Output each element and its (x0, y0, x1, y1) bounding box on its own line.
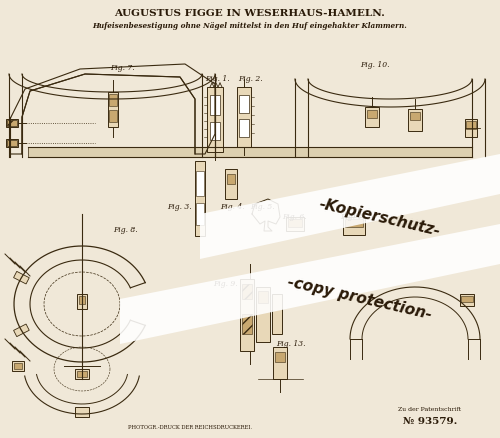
Bar (465, 120, 477, 138)
Bar (239, 96, 249, 114)
Text: Fig. 4.: Fig. 4. (220, 202, 244, 211)
Bar (273, 347, 287, 379)
Bar (79, 297, 85, 304)
Bar (28, 148, 472, 158)
Polygon shape (120, 225, 500, 344)
Bar (77, 294, 87, 309)
Bar (275, 352, 285, 362)
Bar (210, 123, 220, 141)
Text: Fig. 10.: Fig. 10. (360, 61, 390, 69)
Polygon shape (14, 324, 29, 337)
Bar (242, 314, 252, 334)
Bar (75, 407, 89, 417)
Text: Fig. 1.: Fig. 1. (205, 75, 230, 83)
Bar (237, 88, 251, 148)
Text: Zu der Patentschrift: Zu der Patentschrift (398, 406, 462, 412)
Bar (14, 363, 22, 369)
Bar (239, 120, 249, 138)
Text: Fig. 3.: Fig. 3. (167, 202, 192, 211)
Bar (466, 122, 476, 130)
Bar (345, 219, 363, 227)
Bar (210, 96, 220, 116)
Text: Fig. 8.: Fig. 8. (113, 226, 138, 233)
Bar (196, 172, 204, 197)
Bar (196, 204, 204, 226)
Bar (365, 108, 379, 128)
Bar (460, 294, 474, 306)
Bar (108, 93, 118, 128)
Bar (12, 361, 24, 371)
Text: -copy protection-: -copy protection- (286, 273, 434, 321)
Bar (227, 175, 235, 184)
Polygon shape (200, 155, 500, 259)
Bar (195, 162, 205, 237)
Text: Fig. 9.: Fig. 9. (213, 279, 238, 287)
Text: -Kopierschutz-: -Kopierschutz- (318, 196, 442, 239)
Bar (75, 369, 89, 379)
Text: Fig. 7.: Fig. 7. (110, 64, 134, 72)
Text: № 93579.: № 93579. (403, 417, 457, 426)
Text: Hufeisenbesestigung ohne Nägel mittelst in den Huf eingehakter Klammern.: Hufeisenbesestigung ohne Nägel mittelst … (92, 22, 407, 30)
Bar (258, 291, 268, 303)
Bar (286, 218, 304, 231)
Bar (77, 371, 87, 377)
Text: PHOTOGR.-DRUCK DER REICHSDRUCKEREI.: PHOTOGR.-DRUCK DER REICHSDRUCKEREI. (128, 424, 252, 430)
Text: Fig. 5.: Fig. 5. (250, 202, 274, 211)
Polygon shape (14, 272, 29, 284)
Text: Fig. 6.: Fig. 6. (282, 212, 306, 220)
Bar (6, 140, 18, 148)
Bar (240, 279, 254, 351)
Text: Fig. 13.: Fig. 13. (276, 339, 306, 347)
Bar (272, 294, 282, 334)
Bar (109, 95, 117, 107)
Text: Fig. 2.: Fig. 2. (238, 75, 262, 83)
Bar (207, 88, 223, 153)
Bar (288, 219, 302, 227)
Bar (256, 287, 270, 342)
Bar (7, 121, 17, 127)
Bar (408, 110, 422, 132)
Text: Fig. 11.: Fig. 11. (340, 212, 370, 220)
Bar (367, 111, 377, 119)
Bar (242, 284, 252, 299)
Text: AUGUSTUS FIGGE IN WESERHAUS-HAMELN.: AUGUSTUS FIGGE IN WESERHAUS-HAMELN. (114, 10, 386, 18)
Bar (109, 111, 117, 123)
Bar (410, 113, 420, 121)
Bar (461, 297, 473, 302)
Bar (6, 120, 18, 128)
Bar (7, 141, 17, 147)
Bar (343, 218, 365, 236)
Bar (225, 170, 237, 200)
